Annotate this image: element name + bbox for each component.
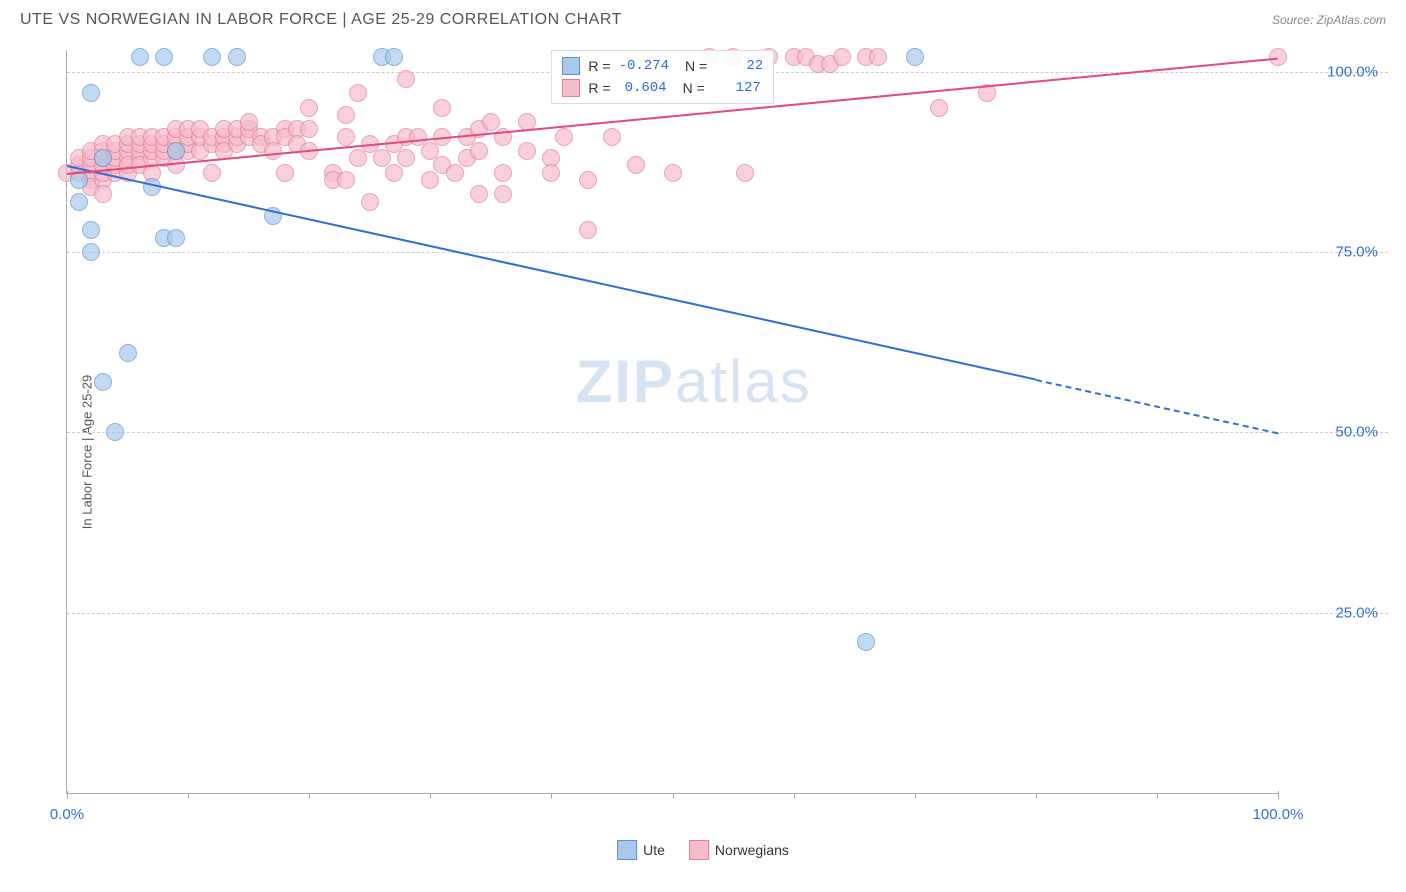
x-tick-label: 0.0% xyxy=(50,806,84,823)
y-tick-label: 75.0% xyxy=(1298,243,1378,260)
x-tick xyxy=(67,791,68,799)
data-point xyxy=(833,48,851,66)
data-point xyxy=(337,106,355,124)
data-point xyxy=(300,99,318,117)
series-swatch xyxy=(562,57,580,75)
data-point xyxy=(433,99,451,117)
gridline xyxy=(67,432,1388,433)
legend-item: Norwegians xyxy=(689,840,789,860)
data-point xyxy=(470,142,488,160)
x-tick xyxy=(188,794,189,799)
data-point xyxy=(70,193,88,211)
x-tick-label: 100.0% xyxy=(1253,806,1304,823)
data-point xyxy=(167,142,185,160)
data-point xyxy=(264,142,282,160)
y-tick-label: 50.0% xyxy=(1298,424,1378,441)
data-point xyxy=(494,164,512,182)
data-point xyxy=(155,48,173,66)
x-tick xyxy=(551,794,552,799)
stat-n-label: N = xyxy=(685,58,707,74)
series-swatch xyxy=(562,79,580,97)
x-tick xyxy=(673,794,674,799)
data-point xyxy=(106,423,124,441)
legend-item: Ute xyxy=(617,840,665,860)
data-point xyxy=(94,149,112,167)
data-point xyxy=(203,164,221,182)
data-point xyxy=(603,128,621,146)
data-point xyxy=(94,373,112,391)
data-point xyxy=(300,120,318,138)
x-tick xyxy=(1157,794,1158,799)
stat-r-value: 0.604 xyxy=(619,80,667,96)
data-point xyxy=(470,185,488,203)
data-point xyxy=(385,48,403,66)
data-point xyxy=(421,171,439,189)
legend-label: Ute xyxy=(643,842,665,858)
stats-row: R = -0.274 N = 22 xyxy=(562,55,763,77)
x-tick xyxy=(1278,791,1279,799)
stat-r-label: R = xyxy=(588,58,610,74)
data-point xyxy=(337,128,355,146)
chart-source: Source: ZipAtlas.com xyxy=(1272,13,1386,27)
data-point xyxy=(869,48,887,66)
stat-n-label: N = xyxy=(683,80,705,96)
trend-line xyxy=(1036,379,1279,434)
data-point xyxy=(276,164,294,182)
data-point xyxy=(542,164,560,182)
data-point xyxy=(167,229,185,247)
legend-label: Norwegians xyxy=(715,842,789,858)
chart-header: UTE VS NORWEGIAN IN LABOR FORCE | AGE 25… xyxy=(0,0,1406,40)
data-point xyxy=(82,84,100,102)
plot-area: ZIPatlas 25.0%50.0%75.0%100.0%0.0%100.0%… xyxy=(66,50,1278,794)
data-point xyxy=(446,164,464,182)
data-point xyxy=(906,48,924,66)
data-point xyxy=(579,171,597,189)
y-tick-label: 25.0% xyxy=(1298,604,1378,621)
data-point xyxy=(119,344,137,362)
data-point xyxy=(228,48,246,66)
data-point xyxy=(736,164,754,182)
data-point xyxy=(518,142,536,160)
x-tick xyxy=(1036,794,1037,799)
chart-title: UTE VS NORWEGIAN IN LABOR FORCE | AGE 25… xyxy=(20,11,622,29)
x-tick xyxy=(430,794,431,799)
stat-r-value: -0.274 xyxy=(619,58,669,74)
data-point xyxy=(627,156,645,174)
stat-r-label: R = xyxy=(588,80,610,96)
legend: Ute Norwegians xyxy=(617,840,789,860)
gridline xyxy=(67,252,1388,253)
stats-row: R = 0.604 N = 127 xyxy=(562,77,763,99)
data-point xyxy=(82,243,100,261)
x-tick xyxy=(794,794,795,799)
legend-swatch xyxy=(689,840,709,860)
data-point xyxy=(397,149,415,167)
data-point xyxy=(555,128,573,146)
watermark: ZIPatlas xyxy=(576,347,812,416)
data-point xyxy=(349,149,367,167)
data-point xyxy=(361,193,379,211)
data-point xyxy=(203,48,221,66)
gridline xyxy=(67,613,1388,614)
data-point xyxy=(579,221,597,239)
data-point xyxy=(494,185,512,203)
data-point xyxy=(930,99,948,117)
data-point xyxy=(82,221,100,239)
data-point xyxy=(664,164,682,182)
data-point xyxy=(337,171,355,189)
trend-line xyxy=(67,165,1036,380)
legend-swatch xyxy=(617,840,637,860)
stat-n-value: 127 xyxy=(713,80,761,96)
chart-container: In Labor Force | Age 25-29 ZIPatlas 25.0… xyxy=(18,40,1388,864)
data-point xyxy=(94,185,112,203)
data-point xyxy=(349,84,367,102)
stat-n-value: 22 xyxy=(715,58,763,74)
data-point xyxy=(385,164,403,182)
stats-box: R = -0.274 N = 22 R = 0.604 N = 127 xyxy=(551,50,774,104)
data-point xyxy=(131,48,149,66)
data-point xyxy=(397,70,415,88)
x-tick xyxy=(309,794,310,799)
x-tick xyxy=(915,794,916,799)
data-point xyxy=(857,633,875,651)
y-tick-label: 100.0% xyxy=(1298,63,1378,80)
